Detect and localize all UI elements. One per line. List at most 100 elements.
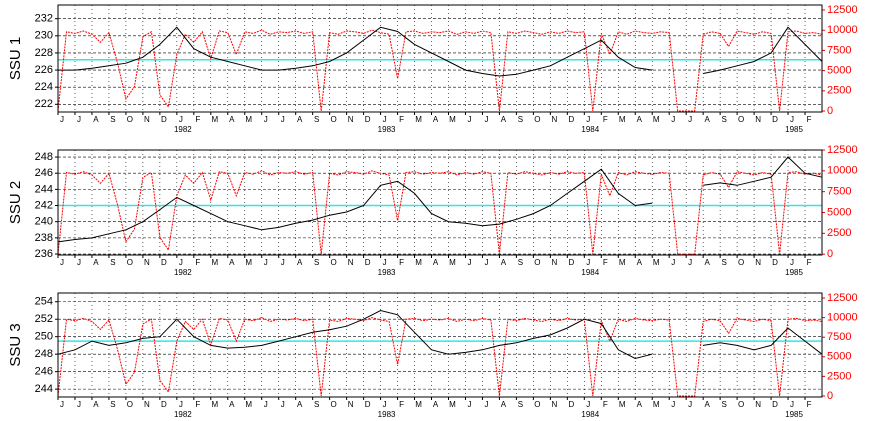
- x-tick-label: D: [161, 258, 167, 267]
- x-tick-label: J: [383, 400, 387, 409]
- x-tick-label: M: [245, 258, 252, 267]
- y2-tick-label: 10000: [827, 312, 858, 324]
- y-axis-label: SSU 1: [7, 37, 24, 80]
- ssu-line: [57, 309, 823, 360]
- x-tick-label: O: [534, 258, 540, 267]
- y-tick-label: 228: [35, 47, 53, 59]
- plot-frame: [57, 4, 823, 113]
- x-tick-label: J: [586, 258, 590, 267]
- y-tick-label: 224: [35, 81, 53, 93]
- x-tick-label: D: [772, 400, 778, 409]
- x-tick-label: M: [245, 115, 252, 124]
- x-tick-label: A: [229, 258, 235, 267]
- y-tick-label: 248: [35, 151, 53, 163]
- x-tick-label: O: [534, 400, 540, 409]
- x-tick-label: S: [518, 400, 523, 409]
- count-line: [57, 29, 823, 112]
- x-tick-label: M: [449, 115, 456, 124]
- x-tick-label: J: [77, 115, 81, 124]
- x-tick-label: J: [688, 400, 692, 409]
- x-tick-label: N: [755, 115, 761, 124]
- x-tick-label: O: [534, 115, 540, 124]
- y2-tick-label: 7500: [827, 44, 851, 56]
- x-tick-label: O: [127, 400, 133, 409]
- count-line: [57, 317, 823, 397]
- x-tick-label: N: [755, 400, 761, 409]
- x-tick-label: M: [415, 258, 422, 267]
- x-tick-label: O: [331, 115, 337, 124]
- x-tick-label: A: [501, 258, 507, 267]
- y2-tick-label: 7500: [827, 331, 851, 343]
- x-tick-label: A: [229, 400, 235, 409]
- x-tick-label: N: [348, 258, 354, 267]
- x-tick-label: A: [637, 400, 643, 409]
- x-tick-label: A: [297, 115, 303, 124]
- x-tick-label: J: [688, 115, 692, 124]
- x-tick-label: J: [586, 115, 590, 124]
- x-tick-label: M: [211, 115, 218, 124]
- y2-tick-label: 12500: [827, 4, 858, 16]
- year-label: 1984: [581, 125, 599, 134]
- ssu-line: [57, 156, 823, 243]
- y2-tick-label: 2500: [827, 85, 851, 97]
- x-tick-label: J: [467, 258, 471, 267]
- x-tick-label: J: [467, 115, 471, 124]
- x-tick-label: F: [399, 400, 404, 409]
- x-tick-label: J: [179, 400, 183, 409]
- x-tick-label: J: [60, 115, 64, 124]
- x-tick-label: N: [551, 115, 557, 124]
- year-label: 1982: [174, 268, 192, 277]
- y2-tick-label: 5000: [827, 65, 851, 77]
- x-tick-label: D: [772, 115, 778, 124]
- x-tick-label: A: [93, 400, 99, 409]
- y-tick-label: 244: [35, 183, 53, 195]
- x-tick-label: J: [179, 258, 183, 267]
- year-label: 1984: [581, 410, 599, 419]
- y2-tick-label: 12500: [827, 144, 858, 156]
- x-tick-label: N: [348, 115, 354, 124]
- x-tick-label: S: [518, 258, 523, 267]
- x-tick-label: M: [415, 115, 422, 124]
- x-tick-label: J: [264, 400, 268, 409]
- x-tick-label: N: [144, 115, 150, 124]
- x-tick-label: S: [110, 258, 115, 267]
- x-tick-label: J: [281, 115, 285, 124]
- x-tick-label: J: [281, 400, 285, 409]
- x-tick-label: J: [264, 115, 268, 124]
- x-tick-label: J: [484, 400, 488, 409]
- x-tick-label: J: [179, 115, 183, 124]
- x-tick-label: O: [127, 258, 133, 267]
- y2-tick-label: 0: [827, 248, 833, 260]
- x-tick-label: A: [297, 400, 303, 409]
- y-tick-label: 242: [35, 199, 53, 211]
- y2-tick-label: 2500: [827, 227, 851, 239]
- year-label: 1982: [174, 410, 192, 419]
- x-tick-label: J: [790, 115, 794, 124]
- y-tick-label: 230: [35, 30, 53, 42]
- x-tick-label: J: [383, 115, 387, 124]
- x-tick-label: A: [637, 258, 643, 267]
- x-tick-label: A: [704, 258, 710, 267]
- x-tick-label: F: [807, 400, 812, 409]
- y2-tick-label: 2500: [827, 370, 851, 382]
- x-tick-label: S: [721, 400, 726, 409]
- x-tick-label: A: [704, 400, 710, 409]
- y-tick-label: 244: [35, 383, 53, 395]
- x-tick-label: O: [331, 400, 337, 409]
- x-tick-label: A: [433, 115, 439, 124]
- x-tick-label: M: [211, 258, 218, 267]
- x-tick-label: A: [501, 400, 507, 409]
- y-tick-label: 254: [35, 296, 53, 308]
- x-tick-label: J: [383, 258, 387, 267]
- y-axis-label: SSU 3: [7, 323, 24, 366]
- x-tick-label: A: [637, 115, 643, 124]
- x-tick-label: N: [755, 258, 761, 267]
- x-tick-label: J: [671, 400, 675, 409]
- x-tick-label: D: [365, 115, 371, 124]
- x-tick-label: D: [365, 258, 371, 267]
- x-tick-label: M: [619, 258, 626, 267]
- x-tick-label: S: [314, 258, 319, 267]
- x-tick-label: O: [127, 115, 133, 124]
- y-tick-label: 232: [35, 13, 53, 25]
- x-tick-label: M: [619, 400, 626, 409]
